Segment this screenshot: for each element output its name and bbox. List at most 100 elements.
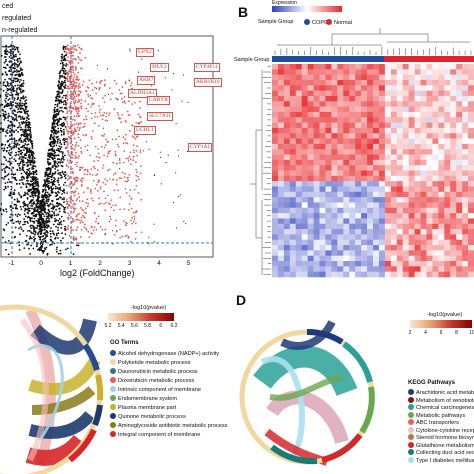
volcano-point	[7, 116, 9, 119]
volcano-point	[3, 176, 6, 178]
volcano-point	[66, 139, 69, 141]
heatmap-cell	[361, 170, 368, 177]
volcano-point	[18, 57, 21, 60]
volcano-point	[26, 205, 29, 208]
volcano-point	[57, 177, 60, 180]
heatmap-cell	[414, 106, 421, 113]
volcano-point	[86, 170, 89, 173]
heatmap-cell	[408, 266, 415, 272]
heatmap-cell	[301, 175, 308, 182]
heatmap-cell	[462, 154, 469, 161]
volcano-point	[35, 215, 38, 218]
volcano-point	[44, 171, 47, 174]
group-key-title: Sample Group	[258, 19, 294, 25]
heatmap-cell	[396, 154, 403, 161]
volcano-point	[94, 145, 97, 148]
volcano-point	[15, 183, 18, 185]
heatmap-cell	[337, 207, 344, 214]
volcano-point	[53, 114, 56, 117]
volcano-point	[132, 220, 135, 223]
volcano-point	[72, 184, 74, 187]
heatmap-cell	[337, 95, 344, 102]
heatmap-cell	[319, 234, 326, 241]
heatmap-cell	[432, 64, 439, 70]
legend-line-3: n-regulated	[2, 27, 38, 34]
volcano-point	[27, 128, 30, 131]
volcano-point	[63, 67, 66, 70]
heatmap-cell	[384, 159, 392, 166]
volcano-point	[140, 121, 143, 123]
volcano-point	[36, 188, 39, 191]
volcano-point	[59, 140, 62, 142]
volcano-point	[47, 215, 50, 218]
heatmap-cell	[384, 175, 392, 182]
volcano-point	[58, 145, 61, 148]
heatmap-cell	[456, 90, 463, 97]
volcano-point	[58, 77, 61, 80]
heatmap-cell	[456, 69, 463, 75]
heatmap-cell	[277, 106, 285, 113]
heatmap-cell	[349, 101, 356, 107]
heatmap-cell	[313, 122, 320, 129]
heatmap-cell	[456, 218, 463, 225]
heatmap-cell	[408, 202, 415, 209]
volcano-point	[26, 124, 29, 127]
volcano-point	[128, 130, 131, 132]
heatmap-cell	[468, 165, 474, 171]
heatmap-cell	[349, 106, 356, 113]
volcano-point	[62, 67, 65, 69]
volcano-point	[53, 172, 56, 175]
heatmap-cell	[349, 165, 356, 171]
volcano-point	[95, 228, 98, 231]
volcano-point	[29, 195, 32, 198]
volcano-point	[80, 181, 83, 183]
kegg-ring-segment	[342, 341, 373, 383]
legend-swatch	[408, 434, 414, 440]
volcano-point	[14, 176, 17, 179]
volcano-point	[136, 145, 138, 148]
heatmap-cell	[331, 175, 338, 182]
volcano-point	[130, 207, 133, 210]
heatmap-cell	[307, 207, 314, 214]
heatmap-cell	[331, 138, 338, 145]
volcano-point	[3, 178, 5, 180]
heatmap-cell	[444, 170, 451, 177]
volcano-point	[100, 79, 103, 82]
heatmap-cell	[337, 218, 344, 225]
heatmap-cell	[468, 229, 474, 235]
volcano-point	[80, 105, 82, 108]
volcano-point	[148, 148, 150, 150]
volcano-point	[18, 244, 21, 247]
volcano-point	[10, 151, 12, 154]
heatmap-cell	[313, 64, 320, 70]
volcano-point	[47, 182, 50, 185]
heatmap-cell	[337, 122, 344, 129]
volcano-point	[87, 95, 90, 98]
heatmap-cell	[361, 138, 368, 145]
gene-label: CYP4F11	[194, 63, 220, 72]
volcano-point	[54, 125, 57, 128]
volcano-point	[63, 94, 65, 97]
volcano-point	[12, 71, 15, 74]
volcano-point	[19, 233, 21, 236]
heatmap-cell	[396, 255, 403, 262]
heatmap-cell	[349, 175, 356, 182]
volcano-point	[0, 209, 2, 212]
volcano-point	[64, 73, 67, 76]
volcano-point	[66, 247, 69, 250]
volcano-point	[131, 222, 134, 225]
volcano-point	[80, 183, 83, 186]
heatmap-cell	[272, 250, 279, 257]
heatmap-cell	[331, 143, 338, 150]
heatmap-cell	[277, 245, 285, 251]
heatmap-cell	[277, 95, 285, 102]
volcano-point	[97, 169, 99, 172]
heatmap-cell	[355, 239, 362, 246]
heatmap-cell	[378, 127, 386, 134]
volcano-point	[56, 90, 59, 93]
volcano-point	[80, 102, 82, 105]
volcano-point	[62, 70, 65, 72]
volcano-point	[22, 205, 25, 208]
heatmap-cell	[307, 239, 314, 246]
row-dendrogram	[250, 66, 271, 275]
